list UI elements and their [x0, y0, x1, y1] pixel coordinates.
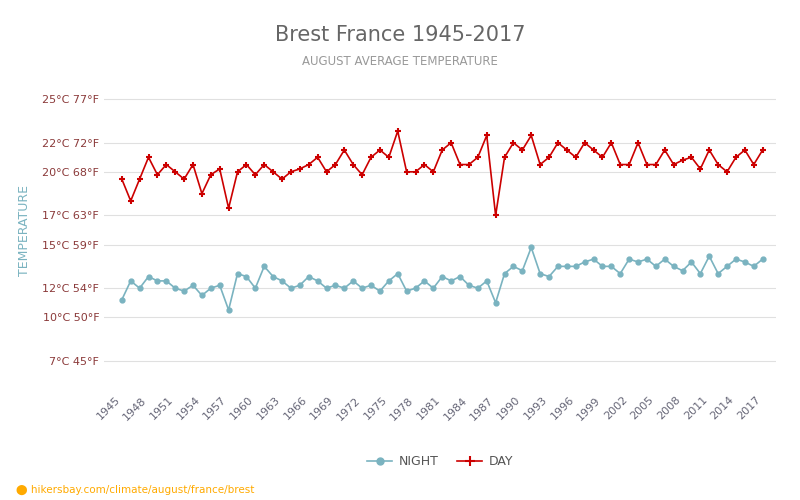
Y-axis label: TEMPERATURE: TEMPERATURE [18, 184, 31, 276]
Text: ⬤ hikersbay.com/climate/august/france/brest: ⬤ hikersbay.com/climate/august/france/br… [16, 485, 254, 495]
Text: Brest France 1945-2017: Brest France 1945-2017 [274, 25, 526, 45]
Text: AUGUST AVERAGE TEMPERATURE: AUGUST AVERAGE TEMPERATURE [302, 55, 498, 68]
Legend: NIGHT, DAY: NIGHT, DAY [362, 450, 518, 473]
